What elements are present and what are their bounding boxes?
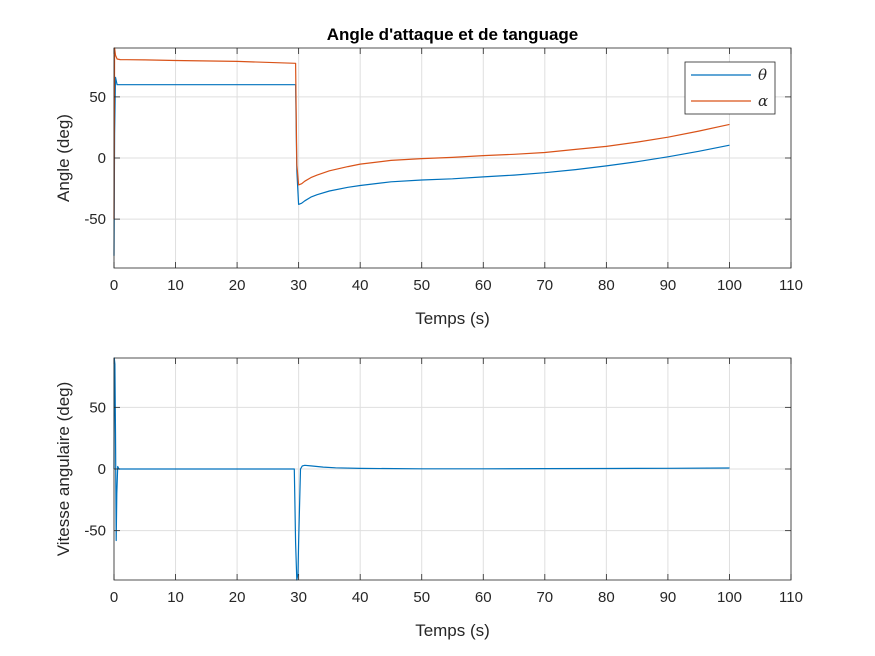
series-line-theta <box>113 76 730 256</box>
x-tick-label: 110 <box>779 589 803 606</box>
angular-velocity-plot-series <box>113 357 730 581</box>
angle-plot-ticks: 0 10 20 30 40 50 60 70 80 90 100 110 -50 0 50 <box>84 48 803 294</box>
x-tick-label: 70 <box>536 277 553 294</box>
x-tick-label: 0 <box>110 589 118 606</box>
x-tick-label: 30 <box>290 277 307 294</box>
x-tick-label: 90 <box>660 277 677 294</box>
x-tick-label: 40 <box>352 589 369 606</box>
x-tick-label: 50 <box>413 589 430 606</box>
x-tick-label: 50 <box>413 277 430 294</box>
x-tick-label: 80 <box>598 589 615 606</box>
angle-plot: 0 10 20 30 40 50 60 70 80 90 100 110 -50 0 50 Angle d'… <box>54 25 803 328</box>
y-tick-label: 50 <box>89 89 106 106</box>
x-axis-label: Temps (s) <box>415 621 490 640</box>
x-tick-label: 100 <box>717 589 742 606</box>
x-tick-label: 40 <box>352 277 369 294</box>
x-tick-label: 90 <box>660 589 677 606</box>
series-line-alpha <box>113 47 730 220</box>
legend: θα <box>684 61 776 115</box>
angular-velocity-plot: 0 10 20 30 40 50 60 70 80 90 100 110 -50 0 50 Temps (s… <box>54 357 803 640</box>
x-tick-label: 70 <box>536 589 553 606</box>
series-line-angular-velocity <box>113 357 730 581</box>
x-tick-label: 110 <box>779 277 803 294</box>
x-tick-label: 30 <box>290 589 307 606</box>
legend-label: θ <box>758 66 767 84</box>
chart-title: Angle d'attaque et de tanguage <box>327 25 579 44</box>
x-tick-label: 10 <box>167 589 184 606</box>
y-tick-label: 0 <box>98 461 106 478</box>
y-tick-label: 50 <box>89 399 106 416</box>
x-tick-label: 20 <box>229 277 246 294</box>
x-tick-label: 60 <box>475 589 492 606</box>
angle-plot-series <box>113 47 730 256</box>
legend-label: α <box>758 92 768 110</box>
angular-velocity-plot-ticks: 0 10 20 30 40 50 60 70 80 90 100 110 -50 0 50 <box>84 358 803 606</box>
x-tick-label: 80 <box>598 277 615 294</box>
x-tick-label: 60 <box>475 277 492 294</box>
y-axis-label: Vitesse angulaire (deg) <box>54 382 73 557</box>
y-tick-label: -50 <box>84 211 106 228</box>
x-axis-label: Temps (s) <box>415 309 490 328</box>
x-tick-label: 20 <box>229 589 246 606</box>
legend-box <box>684 61 776 115</box>
y-tick-label: -50 <box>84 523 106 540</box>
y-axis-label: Angle (deg) <box>54 114 73 202</box>
x-tick-label: 0 <box>110 277 118 294</box>
x-tick-label: 10 <box>167 277 184 294</box>
y-tick-label: 0 <box>98 150 106 167</box>
x-tick-label: 100 <box>717 277 742 294</box>
